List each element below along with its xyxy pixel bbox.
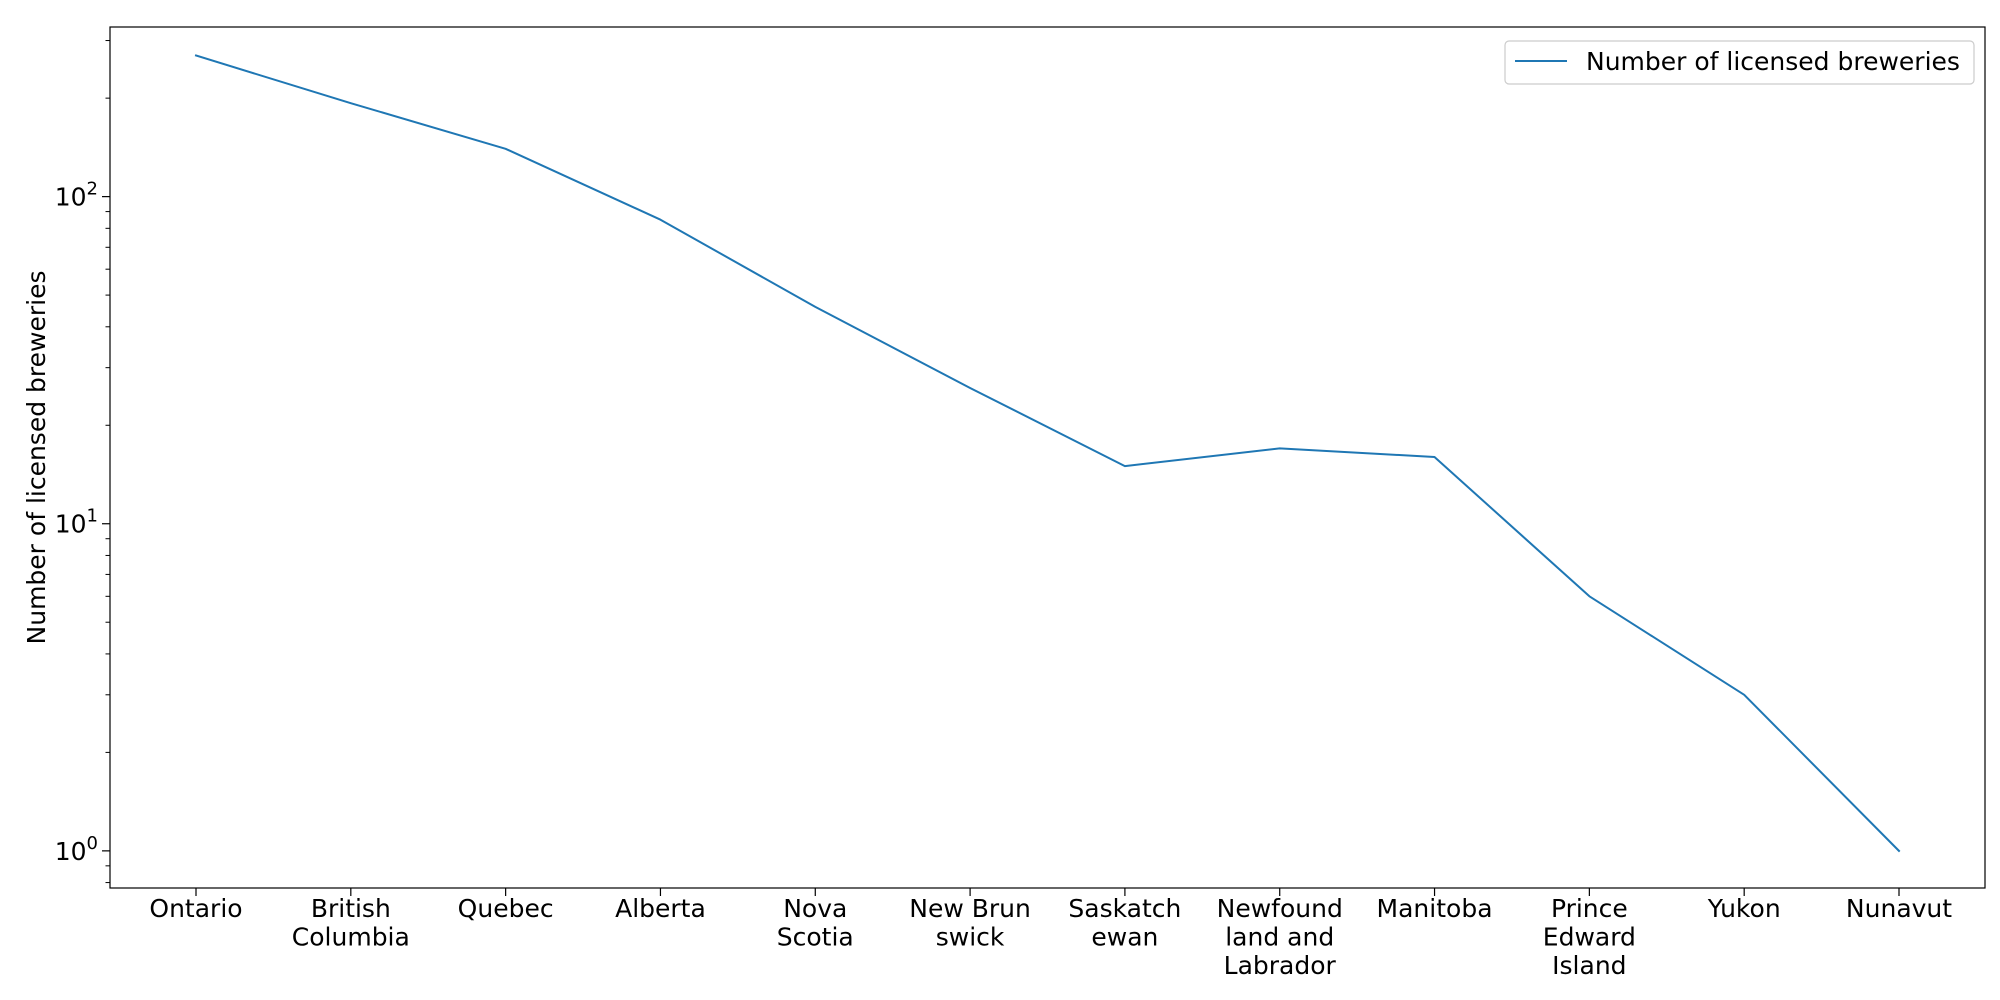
x-tick-label: Prince Edward Island (1543, 894, 1636, 980)
x-tick-label: British Columbia (292, 894, 410, 952)
y-axis-title: Number of licensed breweries (22, 271, 51, 645)
plot-frame (109, 26, 1986, 889)
x-tick-label: Newfound land and Labrador (1217, 894, 1343, 980)
legend-box (1504, 40, 1975, 85)
x-tick-label: Yukon (1707, 894, 1781, 923)
x-tick-label: Saskatch ewan (1068, 894, 1181, 952)
legend-label: Number of licensed breweries (1586, 47, 1960, 76)
series-line (194, 54, 1901, 853)
x-tick-label: Alberta (615, 894, 706, 923)
x-tick-label: Nunavut (1846, 894, 1952, 923)
y-tick-label: 102 (55, 179, 98, 212)
y-tick-label: 101 (55, 506, 98, 539)
x-tick-label: New Brun swick (909, 894, 1031, 952)
x-tick-label: Nova Scotia (777, 894, 854, 952)
x-tick-label: Quebec (458, 894, 554, 923)
x-tick-label: Ontario (149, 894, 242, 923)
x-tick-label: Manitoba (1377, 894, 1493, 923)
y-tick-label: 100 (55, 833, 98, 866)
